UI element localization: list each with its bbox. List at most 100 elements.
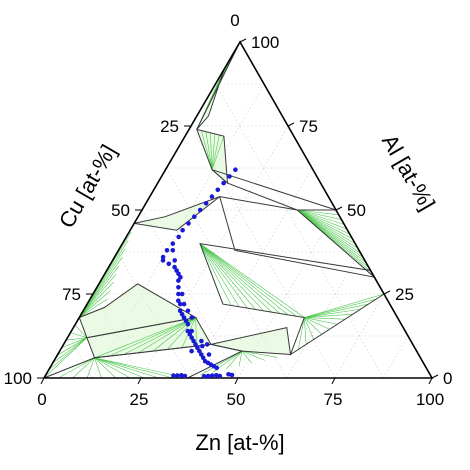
data-point bbox=[174, 268, 179, 273]
tie-line bbox=[195, 317, 197, 347]
data-point bbox=[206, 352, 212, 357]
data-point bbox=[176, 278, 181, 283]
tie-line bbox=[94, 357, 159, 379]
data-point bbox=[177, 301, 183, 307]
data-point bbox=[203, 201, 209, 206]
data-point bbox=[209, 194, 215, 199]
tie-line bbox=[123, 317, 196, 355]
phase-region bbox=[211, 327, 291, 355]
tie-line bbox=[241, 350, 265, 361]
tie-line bbox=[297, 209, 353, 240]
tie-line bbox=[241, 350, 253, 364]
axis-ticks: 0 25 50 75 100 25 50 75 100 100 75 50 25 0 bbox=[4, 33, 453, 409]
tie-line bbox=[167, 317, 196, 350]
left-tick-label: 100 bbox=[4, 369, 32, 388]
data-point bbox=[189, 315, 195, 320]
data-point bbox=[197, 207, 203, 213]
data-point bbox=[204, 342, 210, 347]
bottom-tick bbox=[137, 377, 142, 385]
data-point bbox=[171, 373, 176, 378]
right-tick bbox=[287, 122, 295, 127]
tie-line bbox=[238, 351, 243, 367]
bottom-tick-label: 75 bbox=[324, 390, 343, 409]
tie-line bbox=[210, 132, 213, 170]
data-point bbox=[227, 174, 232, 179]
tie-line bbox=[199, 243, 240, 307]
data-point bbox=[172, 258, 177, 263]
bottom-tick bbox=[40, 377, 45, 385]
tie-line bbox=[79, 273, 117, 318]
phase-boundary bbox=[196, 41, 241, 130]
tie-line bbox=[304, 317, 307, 345]
tie-line bbox=[94, 357, 145, 379]
data-point bbox=[197, 348, 202, 354]
tie-line bbox=[304, 308, 361, 318]
data-point bbox=[209, 373, 215, 378]
data-point bbox=[175, 373, 180, 378]
data-point bbox=[172, 264, 177, 270]
right-tick bbox=[431, 374, 439, 379]
data-point bbox=[170, 248, 176, 253]
data-point bbox=[229, 372, 235, 378]
grid-line bbox=[383, 335, 409, 379]
data-point bbox=[192, 214, 197, 219]
data-point bbox=[221, 180, 226, 186]
right-tick bbox=[383, 290, 391, 295]
tie-line bbox=[241, 350, 278, 358]
tie-line bbox=[43, 337, 88, 379]
data-point bbox=[201, 374, 207, 379]
bottom-tick-label: 0 bbox=[37, 390, 46, 409]
tie-line bbox=[297, 209, 367, 264]
bottom-tick bbox=[234, 377, 239, 385]
tie-line bbox=[304, 317, 322, 335]
tie-line bbox=[201, 130, 213, 170]
right-tick bbox=[335, 206, 343, 211]
data-point bbox=[166, 261, 172, 267]
right-tick-label: 75 bbox=[299, 117, 318, 136]
phase-boundary bbox=[211, 169, 337, 211]
bottom-tick bbox=[428, 377, 433, 385]
data-point bbox=[205, 373, 211, 379]
right-tick-label: 50 bbox=[347, 201, 366, 220]
data-point bbox=[179, 373, 184, 378]
data-point bbox=[160, 258, 166, 263]
data-point bbox=[195, 345, 200, 351]
x-axis-title: Zn [at-%] bbox=[195, 430, 284, 455]
data-points bbox=[160, 167, 238, 379]
tie-line bbox=[74, 324, 88, 338]
tie-line bbox=[52, 337, 88, 364]
data-point bbox=[178, 274, 183, 280]
tie-line bbox=[94, 317, 196, 359]
data-point bbox=[176, 285, 181, 290]
tie-line bbox=[297, 209, 348, 230]
tie-line bbox=[297, 209, 364, 259]
data-point bbox=[170, 241, 176, 246]
tie-line bbox=[298, 317, 305, 350]
tie-line bbox=[199, 243, 305, 318]
right-tick-label: 0 bbox=[443, 369, 452, 388]
tie-line bbox=[108, 317, 196, 357]
tie-line bbox=[304, 317, 346, 320]
tie-line bbox=[79, 290, 111, 318]
left-tick-label: 50 bbox=[111, 201, 130, 220]
data-point bbox=[200, 343, 205, 349]
data-point bbox=[186, 221, 191, 226]
tie-line bbox=[72, 357, 95, 379]
tie-line bbox=[304, 298, 377, 318]
tie-line bbox=[297, 209, 339, 216]
right-axis-title: Al [at-%] bbox=[377, 130, 440, 215]
tie-line bbox=[297, 209, 361, 254]
data-point bbox=[185, 321, 191, 327]
data-point bbox=[200, 355, 206, 361]
data-point bbox=[180, 227, 185, 233]
tie-line bbox=[297, 209, 350, 235]
tie-line bbox=[57, 337, 88, 356]
tie-line bbox=[79, 282, 114, 318]
grid-line bbox=[141, 209, 239, 379]
data-point bbox=[179, 291, 185, 297]
tie-line bbox=[304, 313, 353, 318]
tie-line bbox=[297, 209, 359, 249]
tie-line bbox=[199, 243, 248, 309]
tie-line bbox=[200, 350, 243, 376]
